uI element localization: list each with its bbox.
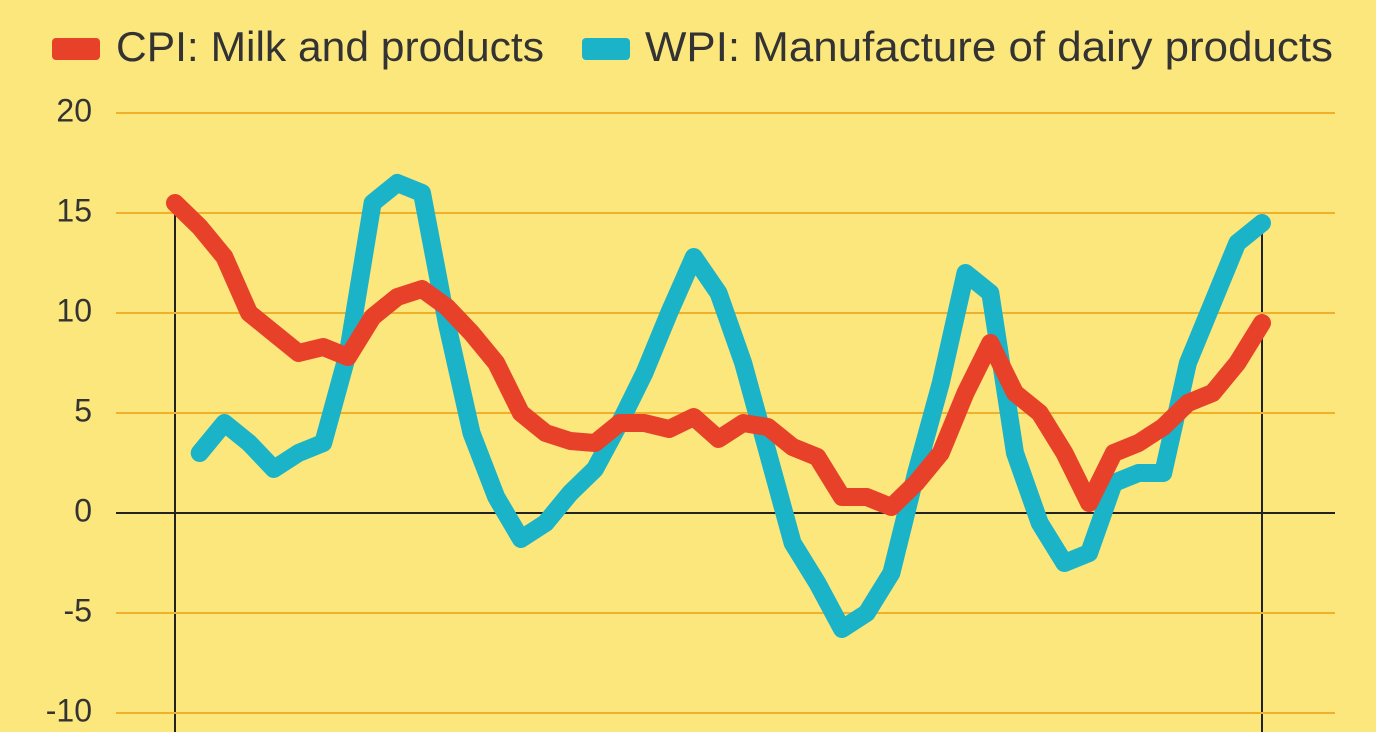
legend: CPI: Milk and products WPI: Manufacture … xyxy=(52,23,1333,70)
legend-swatch xyxy=(52,38,100,60)
series-line xyxy=(166,194,1271,516)
y-tick-label: 15 xyxy=(56,192,92,228)
y-tick-label: -10 xyxy=(46,692,92,728)
y-tick-label: 10 xyxy=(56,292,92,328)
y-tick-label: 0 xyxy=(74,492,92,528)
y-tick-label: 5 xyxy=(74,392,92,428)
y-tick-label: -5 xyxy=(64,592,92,628)
y-tick-label: 20 xyxy=(56,92,92,128)
legend-label: CPI: Milk and products xyxy=(116,23,544,70)
series-line xyxy=(190,174,1271,638)
legend-label: WPI: Manufacture of dairy products xyxy=(645,23,1333,70)
legend-swatch xyxy=(582,38,630,60)
